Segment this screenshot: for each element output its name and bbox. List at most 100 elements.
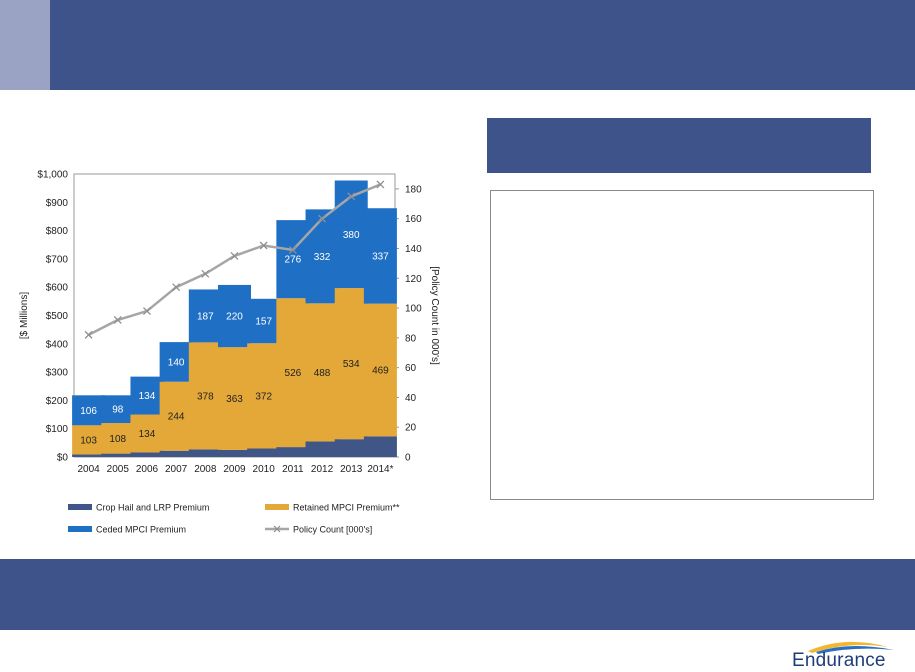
bar-crop-hail <box>334 439 368 457</box>
bar-ceded-mpci <box>130 376 164 415</box>
data-label: 534 <box>343 359 360 370</box>
legend-swatch <box>265 504 289 510</box>
data-label: 469 <box>372 365 389 376</box>
policy-count-marker <box>172 283 181 292</box>
data-label: 380 <box>343 230 360 241</box>
premium-chart: $0 $100 $200 $300 $400 $500 $600 $700 $800 $900 $1… <box>19 170 440 535</box>
y2-tick-label: 180 <box>405 184 422 195</box>
bar-crop-hail <box>101 453 135 457</box>
y2-tick-label: 80 <box>405 333 417 344</box>
bar-retained-mpci <box>159 381 193 451</box>
bar-ceded-mpci <box>276 220 310 299</box>
bar-ceded-mpci <box>188 289 222 343</box>
data-label: 378 <box>197 391 214 402</box>
data-label: 157 <box>255 317 272 328</box>
brand-name: Endurance <box>792 650 886 671</box>
y-tick-label: $600 <box>46 283 69 294</box>
policy-count-marker <box>259 241 268 250</box>
data-label: 134 <box>139 429 156 440</box>
right-panel-box <box>490 190 874 500</box>
x-tick-label: 2011 <box>282 464 304 475</box>
bar-retained-mpci <box>130 414 164 453</box>
x-tick-label: 2007 <box>165 464 188 475</box>
y-tick-label: $0 <box>57 453 69 464</box>
policy-count-marker <box>288 246 297 254</box>
policy-count-marker <box>347 192 356 201</box>
y2-tick-label: 40 <box>405 393 417 404</box>
data-label: 140 <box>168 357 185 368</box>
data-label: 134 <box>139 391 156 402</box>
y2-tick-label: 120 <box>405 274 422 285</box>
policy-count-marker <box>230 251 239 260</box>
bar-crop-hail <box>218 449 251 457</box>
bar-ceded-mpci <box>72 395 106 426</box>
bar-retained-mpci <box>188 342 222 450</box>
bar-crop-hail <box>305 441 339 457</box>
bar-retained-mpci <box>101 423 135 454</box>
data-label: 220 <box>226 312 243 323</box>
x-tick-label: 2013 <box>340 464 363 475</box>
y-tick-label: $1,000 <box>37 170 68 181</box>
bar-retained-mpci <box>218 347 251 450</box>
y2-tick-label: 0 <box>405 453 411 464</box>
data-label: 103 <box>80 435 97 446</box>
legend-label: Ceded MPCI Premium <box>96 525 186 535</box>
policy-count-marker <box>376 180 385 189</box>
data-label: 106 <box>80 406 97 417</box>
bottom-banner <box>0 559 915 630</box>
x-tick-label: 2010 <box>253 464 276 475</box>
y-tick-label: $100 <box>46 424 69 435</box>
data-label: 372 <box>255 391 272 402</box>
y-tick-label: $800 <box>46 226 69 237</box>
x-tick-label: 2006 <box>136 464 159 475</box>
x-tick-label: 2014* <box>367 464 393 475</box>
policy-count-marker <box>84 330 93 339</box>
data-label: 526 <box>285 368 302 379</box>
data-label: 488 <box>314 368 331 379</box>
data-label: 363 <box>226 394 243 405</box>
data-label: 98 <box>112 405 124 416</box>
y-tick-label: $500 <box>46 311 69 322</box>
bar-retained-mpci <box>334 288 368 440</box>
y2-tick-label: 60 <box>405 363 417 374</box>
data-label: 276 <box>285 255 302 266</box>
bar-retained-mpci <box>72 425 106 455</box>
bar-ceded-mpci <box>247 298 281 344</box>
policy-count-marker <box>113 316 122 324</box>
legend-swatch <box>68 504 92 510</box>
legend-marker <box>273 525 281 533</box>
data-label: 187 <box>197 311 214 322</box>
y2-axis-title: [Policy Count in 000's] <box>429 266 440 365</box>
y2-tick-label: 100 <box>405 304 422 315</box>
bar-crop-hail <box>188 449 222 457</box>
data-label: 332 <box>314 252 331 263</box>
y-axis-title: [$ Millions] <box>19 292 30 339</box>
endurance-logo-swoosh-icon <box>808 641 894 654</box>
data-label: 337 <box>372 251 389 262</box>
bar-crop-hail <box>276 447 310 457</box>
banner-accent-block <box>0 0 50 90</box>
y-tick-label: $900 <box>46 198 69 209</box>
policy-count-marker <box>142 307 151 315</box>
x-tick-label: 2008 <box>194 464 217 475</box>
bar-ceded-mpci <box>305 209 339 304</box>
top-banner <box>0 0 915 90</box>
bar-crop-hail <box>130 452 164 457</box>
bar-retained-mpci <box>363 303 397 437</box>
x-tick-label: 2005 <box>107 464 130 475</box>
bar-ceded-mpci <box>101 395 135 424</box>
bar-ceded-mpci <box>334 180 368 289</box>
bar-crop-hail <box>159 450 193 457</box>
bar-retained-mpci <box>247 343 281 449</box>
bar-ceded-mpci <box>218 284 251 348</box>
policy-count-marker <box>318 214 327 223</box>
y-tick-label: $400 <box>46 339 69 350</box>
x-tick-label: 2009 <box>223 464 246 475</box>
y-tick-label: $700 <box>46 254 69 265</box>
bar-crop-hail <box>72 454 106 457</box>
legend-swatch <box>68 526 92 532</box>
data-label: 108 <box>109 434 126 445</box>
bar-ceded-mpci <box>363 208 397 304</box>
y2-tick-label: 160 <box>405 214 422 225</box>
y-tick-label: $300 <box>46 368 69 379</box>
